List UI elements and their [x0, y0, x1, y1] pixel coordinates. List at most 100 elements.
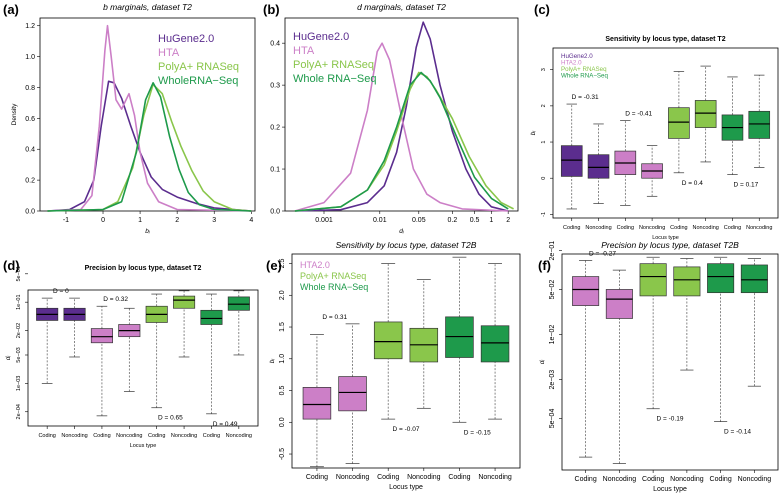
y-tick-label: 1.5 — [279, 322, 286, 332]
x-axis-label: Locus type — [652, 235, 679, 241]
x-tick-label: Noncoding — [585, 225, 611, 231]
density-line-0 — [47, 80, 252, 212]
panel-label: (a) — [3, 2, 19, 17]
annotation-D: D = 0.65 — [158, 415, 183, 422]
x-tick-label: Noncoding — [670, 476, 704, 483]
x-tick-label: Noncoding — [226, 433, 252, 439]
box-body — [227, 296, 250, 311]
box-1 — [605, 269, 633, 464]
x-tick-label: Noncoding — [407, 474, 441, 481]
annotation-D: D = -0.14 — [724, 429, 751, 436]
x-tick-label: Coding — [670, 225, 687, 231]
box-body — [445, 316, 474, 358]
x-tick-label: Noncoding — [478, 474, 512, 481]
box-2 — [373, 263, 403, 420]
x-axis-label: bᵢ — [145, 228, 150, 235]
annotation-D: D = 0 — [53, 288, 69, 295]
box-body — [338, 376, 367, 412]
density-line-1 — [294, 42, 509, 212]
x-tick-label: Coding — [563, 225, 580, 231]
x-axis-label: Locus type — [130, 443, 157, 449]
box-body — [200, 309, 223, 325]
box-4 — [707, 256, 735, 422]
plot-frame — [552, 47, 779, 219]
x-tick-label: Coding — [710, 476, 732, 483]
box-3 — [409, 279, 439, 409]
box-body — [673, 266, 701, 297]
x-tick-label: Coding — [724, 225, 741, 231]
y-tick-label: 1e−03 — [16, 376, 22, 391]
y-tick-label: 2e−01 — [549, 241, 556, 261]
chart-title: Sensitivity by locus type, dataset T2 — [605, 36, 725, 43]
box-body — [173, 295, 196, 309]
chart-title: Sensitivity by locus type, dataset T2B — [336, 240, 477, 250]
box-3 — [673, 258, 701, 371]
x-tick-label: Noncoding — [336, 474, 370, 481]
y-tick-label: -0.5 — [279, 448, 286, 460]
annotation-D: D = -0.27 — [589, 250, 616, 257]
panel-label: (c) — [534, 2, 550, 17]
y-tick-label: 1.0 — [279, 354, 286, 364]
x-tick-label: Noncoding — [116, 433, 142, 439]
chart-title: b marginals, dataset T2 — [103, 2, 192, 12]
box-1 — [63, 297, 86, 358]
legend-entry: Whole RNA−Seq — [293, 73, 376, 85]
x-tick-label: 0 — [101, 217, 105, 224]
x-tick-label: 0.05 — [412, 217, 426, 224]
box-body — [605, 289, 633, 319]
x-tick-label: Noncoding — [693, 225, 719, 231]
y-tick-label: 0.8 — [25, 85, 35, 92]
density-line-3 — [294, 71, 509, 212]
y-tick-label: -1 — [541, 212, 547, 217]
box-1 — [338, 323, 367, 464]
legend-entry: Whole RNA−Seq — [561, 73, 609, 80]
x-tick-label: -1 — [63, 217, 69, 224]
y-tick-label: 0.4 — [25, 147, 35, 154]
y-tick-label: 2 — [541, 104, 547, 107]
legend-entry: PolyA+ RNASeq — [561, 66, 607, 73]
annotation-D: D = 0.4 — [682, 180, 704, 187]
box-3 — [118, 307, 141, 392]
legend-entry: HTA — [158, 47, 180, 59]
y-tick-label: 0.2 — [25, 178, 35, 185]
box-4 — [445, 256, 474, 423]
box-body — [302, 387, 332, 420]
x-tick-label: 2 — [506, 217, 510, 224]
panel-label: (d) — [3, 258, 20, 273]
panel-label: (e) — [266, 258, 282, 273]
chart-title: Precision by locus type, dataset T2 — [85, 265, 202, 272]
y-axis-label: dᵢ — [539, 360, 546, 365]
box-body — [587, 154, 610, 179]
box-body — [480, 325, 510, 363]
x-tick-label: 0.001 — [315, 217, 333, 224]
box-6 — [200, 293, 223, 415]
box-body — [740, 264, 768, 294]
annotation-D: D = -0.15 — [464, 429, 491, 436]
legend-entry: Whole RNA−Seq — [300, 282, 368, 292]
x-tick-label: Noncoding — [746, 225, 772, 231]
box-2 — [90, 305, 113, 417]
y-tick-label: 1.2 — [25, 23, 35, 30]
y-tick-label: 1e−02 — [549, 325, 556, 345]
y-tick-label: 5e−01 — [16, 266, 22, 281]
y-tick-label: 0.0 — [279, 417, 286, 427]
legend-entry: HTA2.0 — [300, 260, 330, 270]
x-tick-label: 1 — [489, 217, 493, 224]
plot-frame — [284, 17, 519, 212]
y-tick-label: 5e−03 — [16, 347, 22, 362]
box-5 — [173, 290, 196, 358]
y-tick-label: 0 — [541, 177, 547, 180]
x-tick-label: Coding — [93, 433, 110, 439]
annotation-D: D = -0.31 — [572, 94, 599, 101]
panel-label: (f) — [538, 258, 551, 273]
legend-entry: HuGene2.0 — [561, 53, 593, 60]
y-tick-label: 2e−03 — [549, 370, 556, 390]
density-line-0 — [294, 21, 509, 212]
box-6 — [721, 76, 744, 175]
box-0 — [560, 103, 583, 210]
y-tick-label: 2e−02 — [16, 323, 22, 338]
x-tick-label: 0.01 — [373, 217, 387, 224]
box-5 — [480, 263, 510, 420]
y-axis-label: dᵢ — [5, 356, 12, 361]
